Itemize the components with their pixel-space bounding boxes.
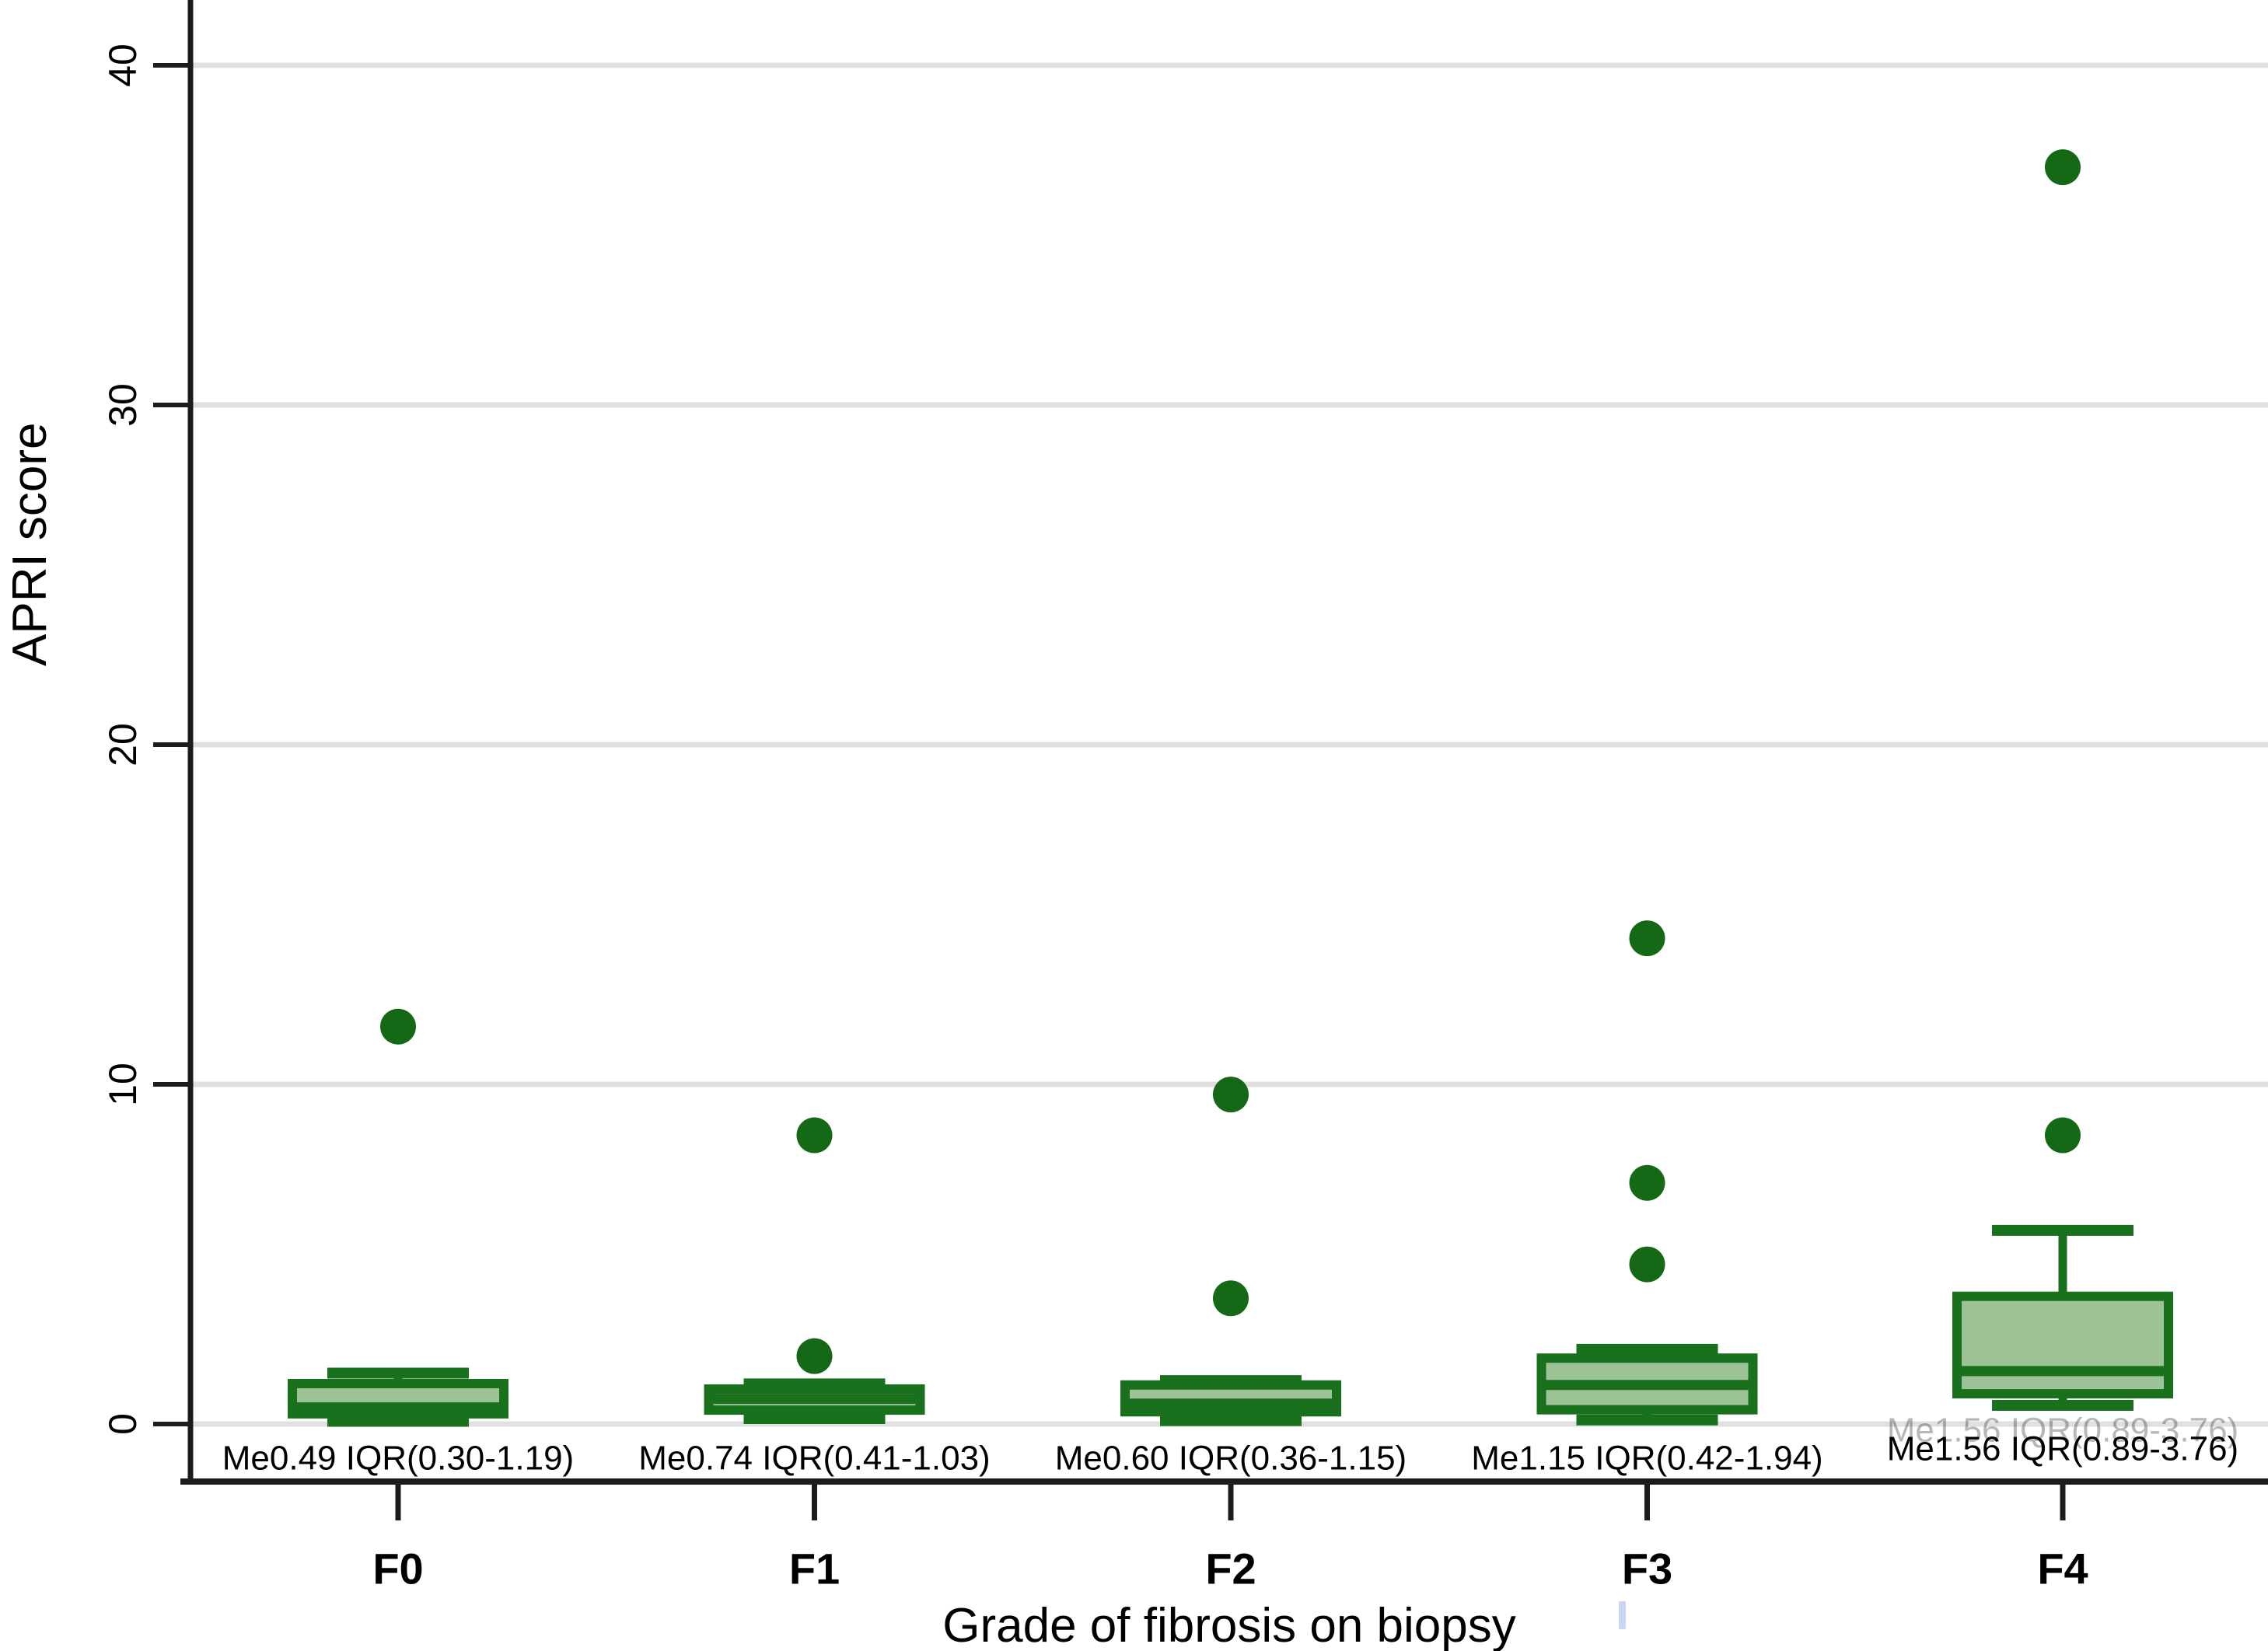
outlier-point-F3-0 bbox=[1629, 1246, 1665, 1283]
iqr-box-F4 bbox=[1952, 1291, 2173, 1399]
outlier-point-F1-0 bbox=[796, 1338, 833, 1374]
x-tick-label-F3: F3 bbox=[1622, 1545, 1672, 1593]
y-tick-label-30: 30 bbox=[101, 383, 145, 427]
y-tick-label-20: 20 bbox=[101, 723, 145, 766]
x-tick-label-F1: F1 bbox=[789, 1545, 840, 1593]
outlier-point-F4-0 bbox=[2045, 1117, 2081, 1154]
outlier-point-F2-0 bbox=[1213, 1280, 1249, 1317]
outlier-point-F3-2 bbox=[1629, 920, 1665, 957]
stats-label-F3: Me1.15 IQR(0.42-1.94) bbox=[1471, 1440, 1822, 1478]
y-axis-title: APRI score bbox=[3, 422, 57, 666]
outlier-point-F0-0 bbox=[380, 1008, 416, 1045]
stats-label-F0: Me0.49 IQR(0.30-1.19) bbox=[222, 1440, 574, 1478]
outlier-point-F4-1 bbox=[2045, 149, 2081, 186]
x-tick-label-F2: F2 bbox=[1205, 1545, 1256, 1593]
x-axis-title: Grade of fibrosis on biopsy bbox=[942, 1599, 1516, 1651]
stats-label-F1: Me0.74 IQR(0.41-1.03) bbox=[638, 1440, 990, 1478]
x-tick-label-F4: F4 bbox=[2037, 1545, 2088, 1593]
x-tick-label-F0: F0 bbox=[372, 1545, 423, 1593]
stats-label-F4: Me1.56 IQR(0.89-3.76) bbox=[1887, 1430, 2238, 1468]
blue-artifact-mark bbox=[1619, 1601, 1626, 1629]
outlier-point-F3-1 bbox=[1629, 1164, 1665, 1201]
y-tick-label-40: 40 bbox=[101, 44, 145, 87]
outlier-point-F2-1 bbox=[1213, 1077, 1249, 1113]
y-tick-label-0: 0 bbox=[101, 1413, 145, 1435]
ghost-stats-label-F4: Me1.56 IQR(0.89-3.76) bbox=[1887, 1412, 2238, 1450]
stats-label-F2: Me0.60 IQR(0.36-1.15) bbox=[1055, 1440, 1407, 1478]
outlier-point-F1-1 bbox=[796, 1117, 833, 1154]
y-tick-label-10: 10 bbox=[101, 1063, 145, 1106]
